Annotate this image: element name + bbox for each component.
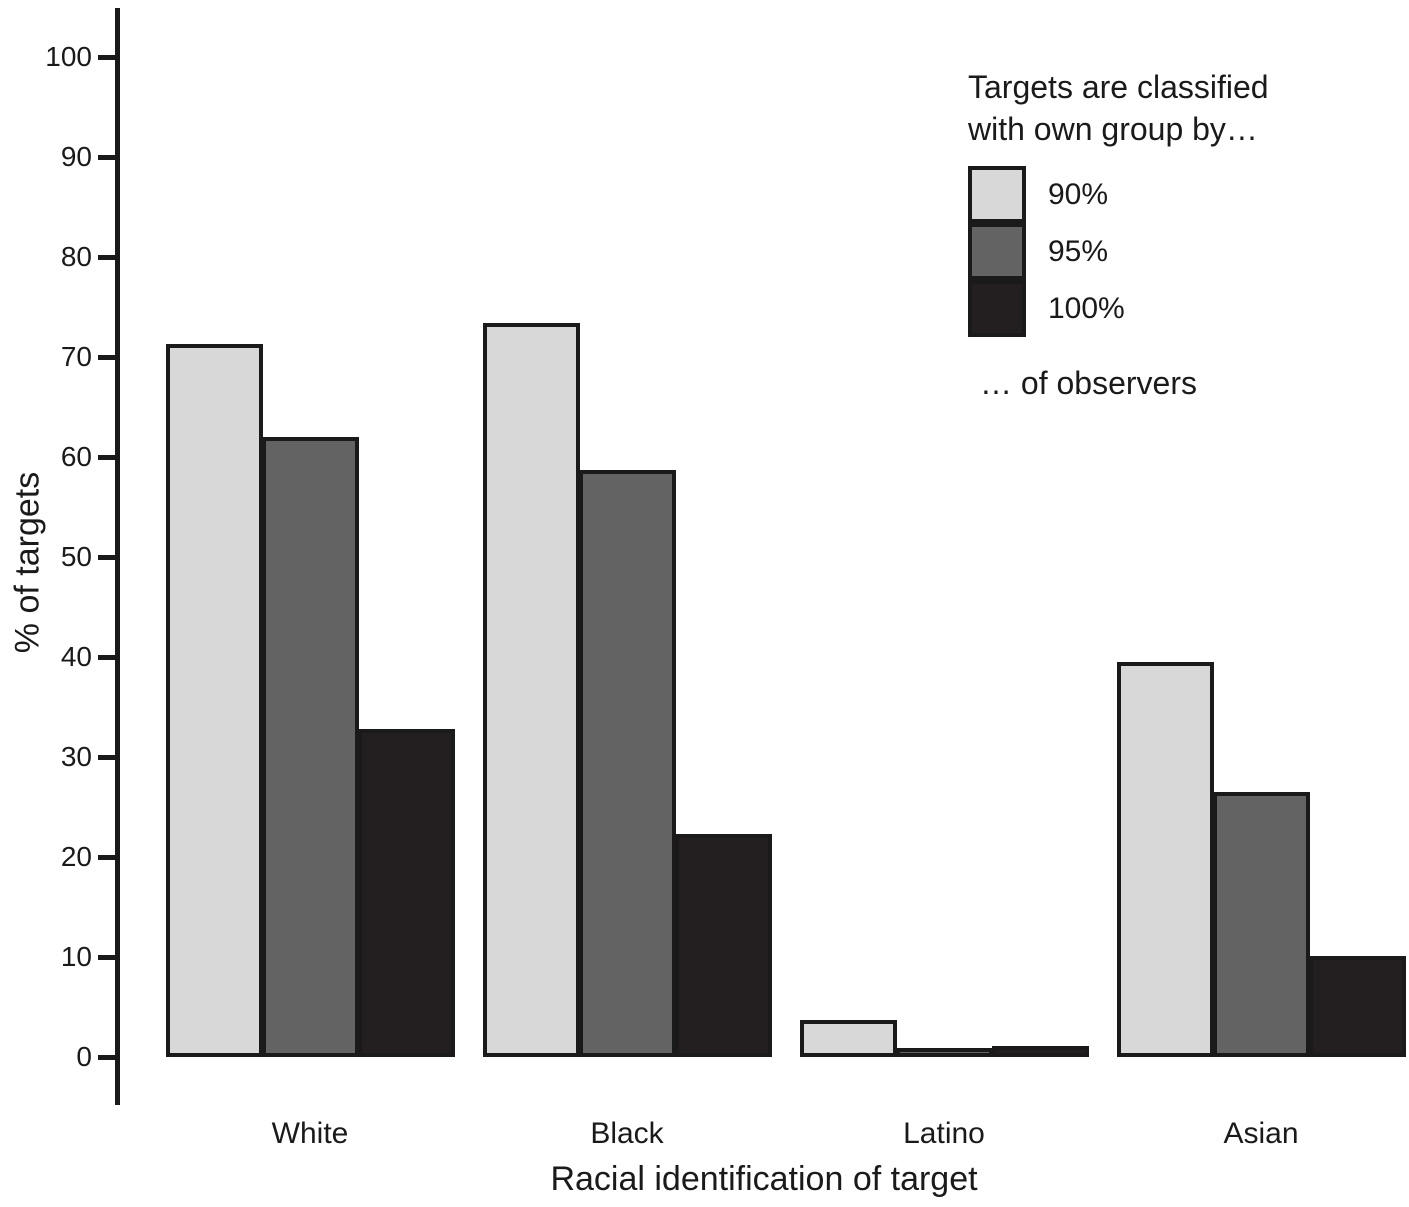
bar-white-90pct xyxy=(166,344,263,1057)
legend-row-100: 100% xyxy=(968,280,1388,337)
bar-asian-90pct xyxy=(1117,662,1214,1057)
y-tick-label-100: 100 xyxy=(45,41,92,72)
legend-footer: … of observers xyxy=(980,365,1197,401)
legend-row-95: 95% xyxy=(968,223,1388,280)
legend-label-90: 90% xyxy=(1048,177,1109,211)
y-tick-label-80: 80 xyxy=(60,241,92,272)
bar-latino-95pct xyxy=(896,1048,993,1057)
bar-latino-90pct xyxy=(800,1020,897,1057)
y-tick-label-90: 90 xyxy=(60,141,92,172)
bar-asian-95pct xyxy=(1213,792,1310,1057)
legend-swatch-95 xyxy=(968,223,1026,280)
y-tick-40 xyxy=(98,655,116,660)
y-tick-70 xyxy=(98,355,116,360)
y-tick-0 xyxy=(98,1055,116,1060)
x-label-latino: Latino xyxy=(903,1117,985,1150)
x-label-black: Black xyxy=(590,1117,664,1150)
y-tick-90 xyxy=(98,155,116,160)
y-tick-50 xyxy=(98,555,116,560)
legend-title: Targets are classified with own group by… xyxy=(968,66,1388,150)
y-tick-10 xyxy=(98,955,116,960)
x-label-asian: Asian xyxy=(1223,1117,1299,1150)
y-tick-20 xyxy=(98,855,116,860)
bar-latino-100pct xyxy=(992,1046,1089,1057)
legend: Targets are classified with own group by… xyxy=(968,66,1388,402)
y-tick-label-60: 60 xyxy=(60,441,92,472)
bar-black-90pct xyxy=(483,323,580,1057)
legend-label-100: 100% xyxy=(1048,291,1125,325)
y-tick-100 xyxy=(98,55,116,60)
y-tick-label-40: 40 xyxy=(60,641,92,672)
y-tick-label-20: 20 xyxy=(60,841,92,872)
y-tick-label-10: 10 xyxy=(60,941,92,972)
y-tick-label-70: 70 xyxy=(60,341,92,372)
bar-white-95pct xyxy=(262,437,359,1057)
legend-swatch-100 xyxy=(968,280,1026,337)
legend-title-line2: with own group by… xyxy=(968,111,1258,147)
y-tick-label-30: 30 xyxy=(60,741,92,772)
legend-title-line1: Targets are classified xyxy=(968,69,1269,105)
legend-label-95: 95% xyxy=(1048,234,1109,268)
bar-black-100pct xyxy=(675,834,772,1057)
y-tick-80 xyxy=(98,255,116,260)
bar-black-95pct xyxy=(579,470,676,1057)
legend-swatch-90 xyxy=(968,166,1026,223)
x-label-white: White xyxy=(271,1117,349,1150)
y-tick-60 xyxy=(98,455,116,460)
legend-row-90: 90% xyxy=(968,166,1388,223)
bar-white-100pct xyxy=(358,729,455,1057)
bar-asian-100pct xyxy=(1309,956,1406,1057)
y-tick-30 xyxy=(98,755,116,760)
y-tick-label-50: 50 xyxy=(60,541,92,572)
y-tick-label-0: 0 xyxy=(76,1041,92,1072)
x-axis-title: Racial identification of target xyxy=(550,1160,978,1198)
y-axis-line xyxy=(115,8,120,1105)
